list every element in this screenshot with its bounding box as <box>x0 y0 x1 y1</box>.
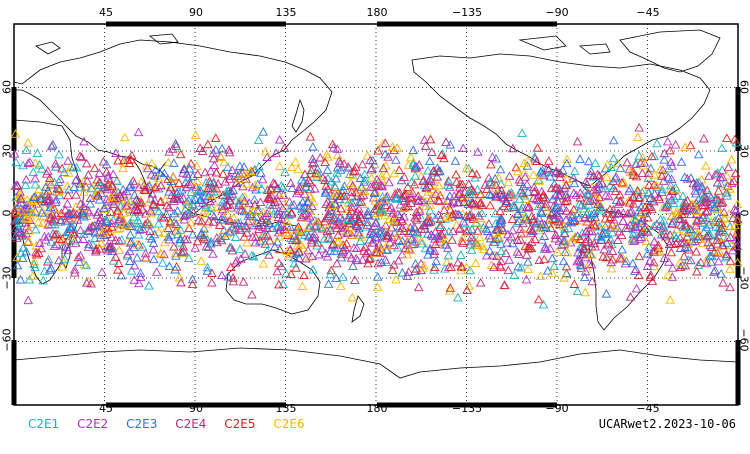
left-lat-tick: 0 <box>1 210 14 217</box>
product-label: UCARwet2.2023-10-06 <box>599 417 736 431</box>
bottom-lon-tick: −90 <box>545 402 568 415</box>
bottom-lon-tick: 90 <box>189 402 203 415</box>
legend-item-c2e3: C2E3 <box>126 417 157 431</box>
top-lon-tick: −135 <box>452 6 482 19</box>
legend-item-c2e1: C2E1 <box>28 417 59 431</box>
top-lon-tick: −45 <box>636 6 659 19</box>
right-lat-tick: −30 <box>738 266 750 289</box>
legend-item-c2e4: C2E4 <box>175 417 206 431</box>
bottom-lon-tick: −45 <box>636 402 659 415</box>
legend-item-c2e2: C2E2 <box>77 417 108 431</box>
legend-item-c2e6: C2E6 <box>273 417 304 431</box>
left-lat-tick: 60 <box>1 80 14 94</box>
top-lon-tick: 45 <box>99 6 113 19</box>
left-lat-tick: −30 <box>1 266 14 289</box>
left-lat-tick: 30 <box>1 144 14 158</box>
top-lon-tick: −90 <box>545 6 568 19</box>
right-lat-tick: 30 <box>738 144 750 158</box>
right-lat-tick: −60 <box>738 328 750 351</box>
right-lat-tick: 60 <box>738 80 750 94</box>
top-lon-tick: 90 <box>189 6 203 19</box>
legend-item-c2e5: C2E5 <box>224 417 255 431</box>
top-lon-tick: 180 <box>367 6 388 19</box>
bottom-lon-tick: 135 <box>276 402 297 415</box>
bottom-lon-tick: −135 <box>452 402 482 415</box>
legend: C2E1 C2E2 C2E3 C2E4 C2E5 C2E6 <box>28 417 319 431</box>
bottom-lon-tick: 180 <box>367 402 388 415</box>
left-lat-tick: −60 <box>1 328 14 351</box>
top-lon-tick: 135 <box>276 6 297 19</box>
right-lat-tick: 0 <box>738 210 750 217</box>
bottom-lon-tick: 45 <box>99 402 113 415</box>
